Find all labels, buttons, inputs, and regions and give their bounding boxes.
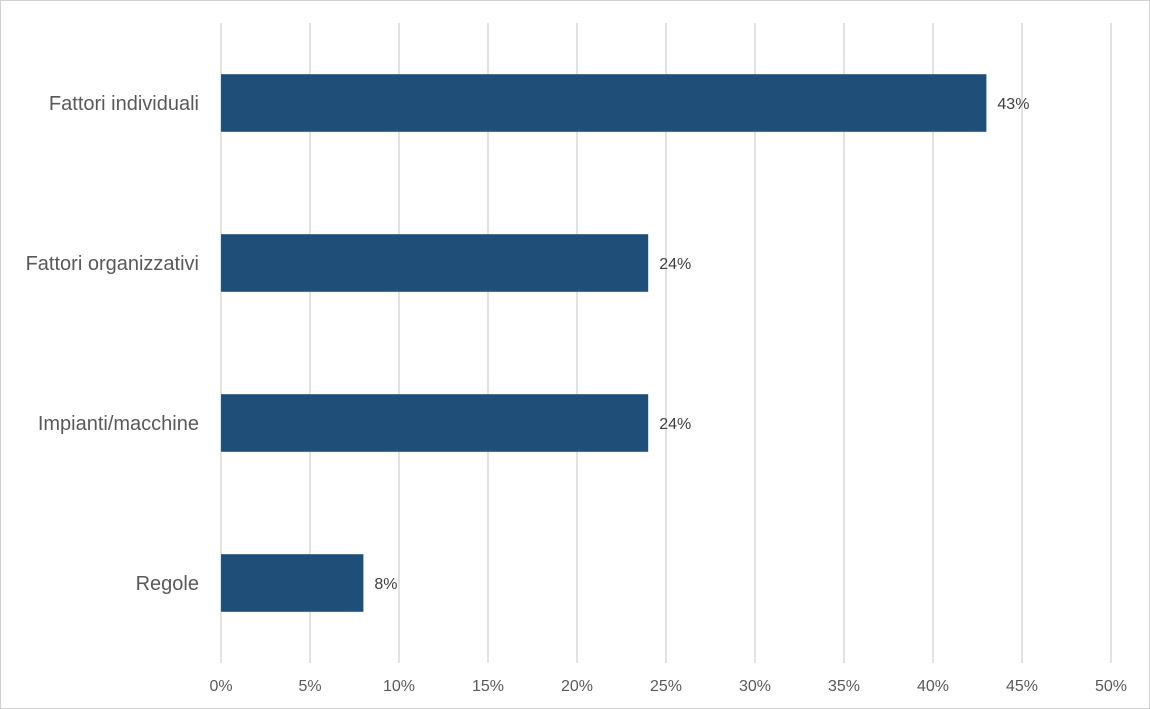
bar: [221, 234, 649, 292]
x-tick-label: 35%: [828, 678, 860, 695]
data-label: 43%: [997, 96, 1029, 113]
x-tick-label: 10%: [383, 678, 415, 695]
x-tick-label: 20%: [561, 678, 593, 695]
category-label: Regole: [136, 573, 199, 595]
x-tick-label: 25%: [650, 678, 682, 695]
data-labels: 43% 24% 24% 8%: [374, 96, 1029, 593]
category-label: Fattori individuali: [49, 93, 199, 115]
x-tick-label: 45%: [1006, 678, 1038, 695]
x-tick-label: 40%: [917, 678, 949, 695]
category-label: Impianti/macchine: [38, 413, 199, 435]
x-tick-label: 50%: [1095, 678, 1127, 695]
x-tick-label: 30%: [739, 678, 771, 695]
x-tick-label: 15%: [472, 678, 504, 695]
category-labels: Fattori individuali Fattori organizzativi…: [26, 93, 199, 595]
x-tick-label: 0%: [209, 678, 232, 695]
bar: [221, 394, 649, 452]
data-label: 24%: [659, 256, 691, 273]
bar: [221, 74, 987, 132]
x-tick-label: 5%: [298, 678, 321, 695]
category-label: Fattori organizzativi: [26, 253, 199, 275]
bar: [221, 554, 364, 612]
data-label: 8%: [374, 576, 397, 593]
data-label: 24%: [659, 416, 691, 433]
bars: [221, 74, 987, 612]
x-tick-labels: 0% 5% 10% 15% 20% 25% 30% 35% 40% 45% 50%: [209, 678, 1127, 695]
